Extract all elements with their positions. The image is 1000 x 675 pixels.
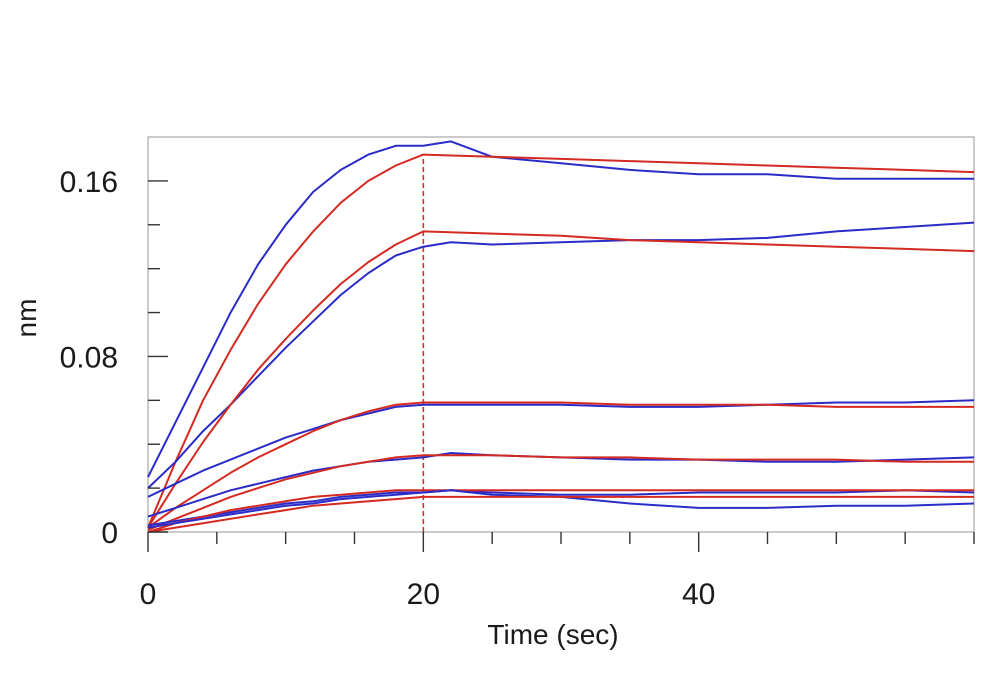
y-axis-title: nm — [11, 299, 42, 338]
fit-curve-7 — [147, 454, 974, 531]
x-tick-label: 40 — [682, 578, 715, 611]
chart-marks — [147, 140, 975, 533]
y-tick-label: 0.08 — [60, 341, 118, 374]
fit-curve-3 — [147, 230, 975, 529]
chart-axes: 0 0.08 0.16 0 20 40 — [60, 166, 975, 611]
x-tick-label: 20 — [407, 578, 440, 611]
observed-curve-0 — [147, 140, 974, 478]
x-axis-title: Time (sec) — [487, 619, 618, 650]
fit-curve-1 — [147, 153, 975, 528]
observed-curve-10 — [147, 489, 975, 529]
plot-area-frame — [147, 136, 975, 533]
fit-curve-11 — [147, 495, 974, 533]
y-tick-label: 0 — [101, 517, 118, 550]
fit-curve-5 — [147, 401, 974, 529]
fit-curve-9 — [147, 489, 974, 533]
y-tick-label: 0.16 — [60, 166, 118, 199]
x-tick-label: 0 — [140, 578, 157, 611]
observed-curve-8 — [147, 489, 975, 527]
observed-curve-6 — [147, 452, 975, 518]
